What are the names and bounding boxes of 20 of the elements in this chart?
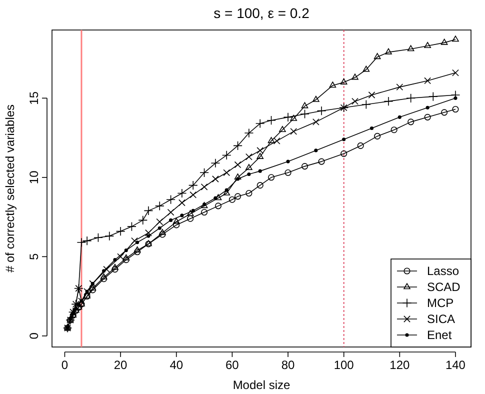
y-tick-label: 10 [27,170,41,184]
y-tick-label: 5 [27,253,41,260]
legend-label: Enet [427,328,452,342]
x-tick-label: 100 [334,358,354,372]
x-tick-label: 0 [61,358,68,372]
x-tick-label: 60 [226,358,240,372]
legend-label: MCP [427,296,454,310]
x-tick-label: 80 [281,358,296,372]
x-tick-label: 140 [445,358,466,372]
y-tick-label: 15 [27,91,41,105]
y-tick-label: 0 [27,332,41,340]
legend-label: Lasso [427,264,460,278]
chart-title: s = 100, ε = 0.2 [214,5,310,21]
x-tick-label: 120 [390,358,410,372]
y-axis-title: # of correctly selected variables [3,104,17,273]
x-tick-label: 40 [170,358,184,372]
x-axis-title: Model size [232,378,291,392]
legend-label: SICA [427,312,456,326]
x-tick-label: 20 [114,358,128,372]
legend-label: SCAD [427,280,461,294]
